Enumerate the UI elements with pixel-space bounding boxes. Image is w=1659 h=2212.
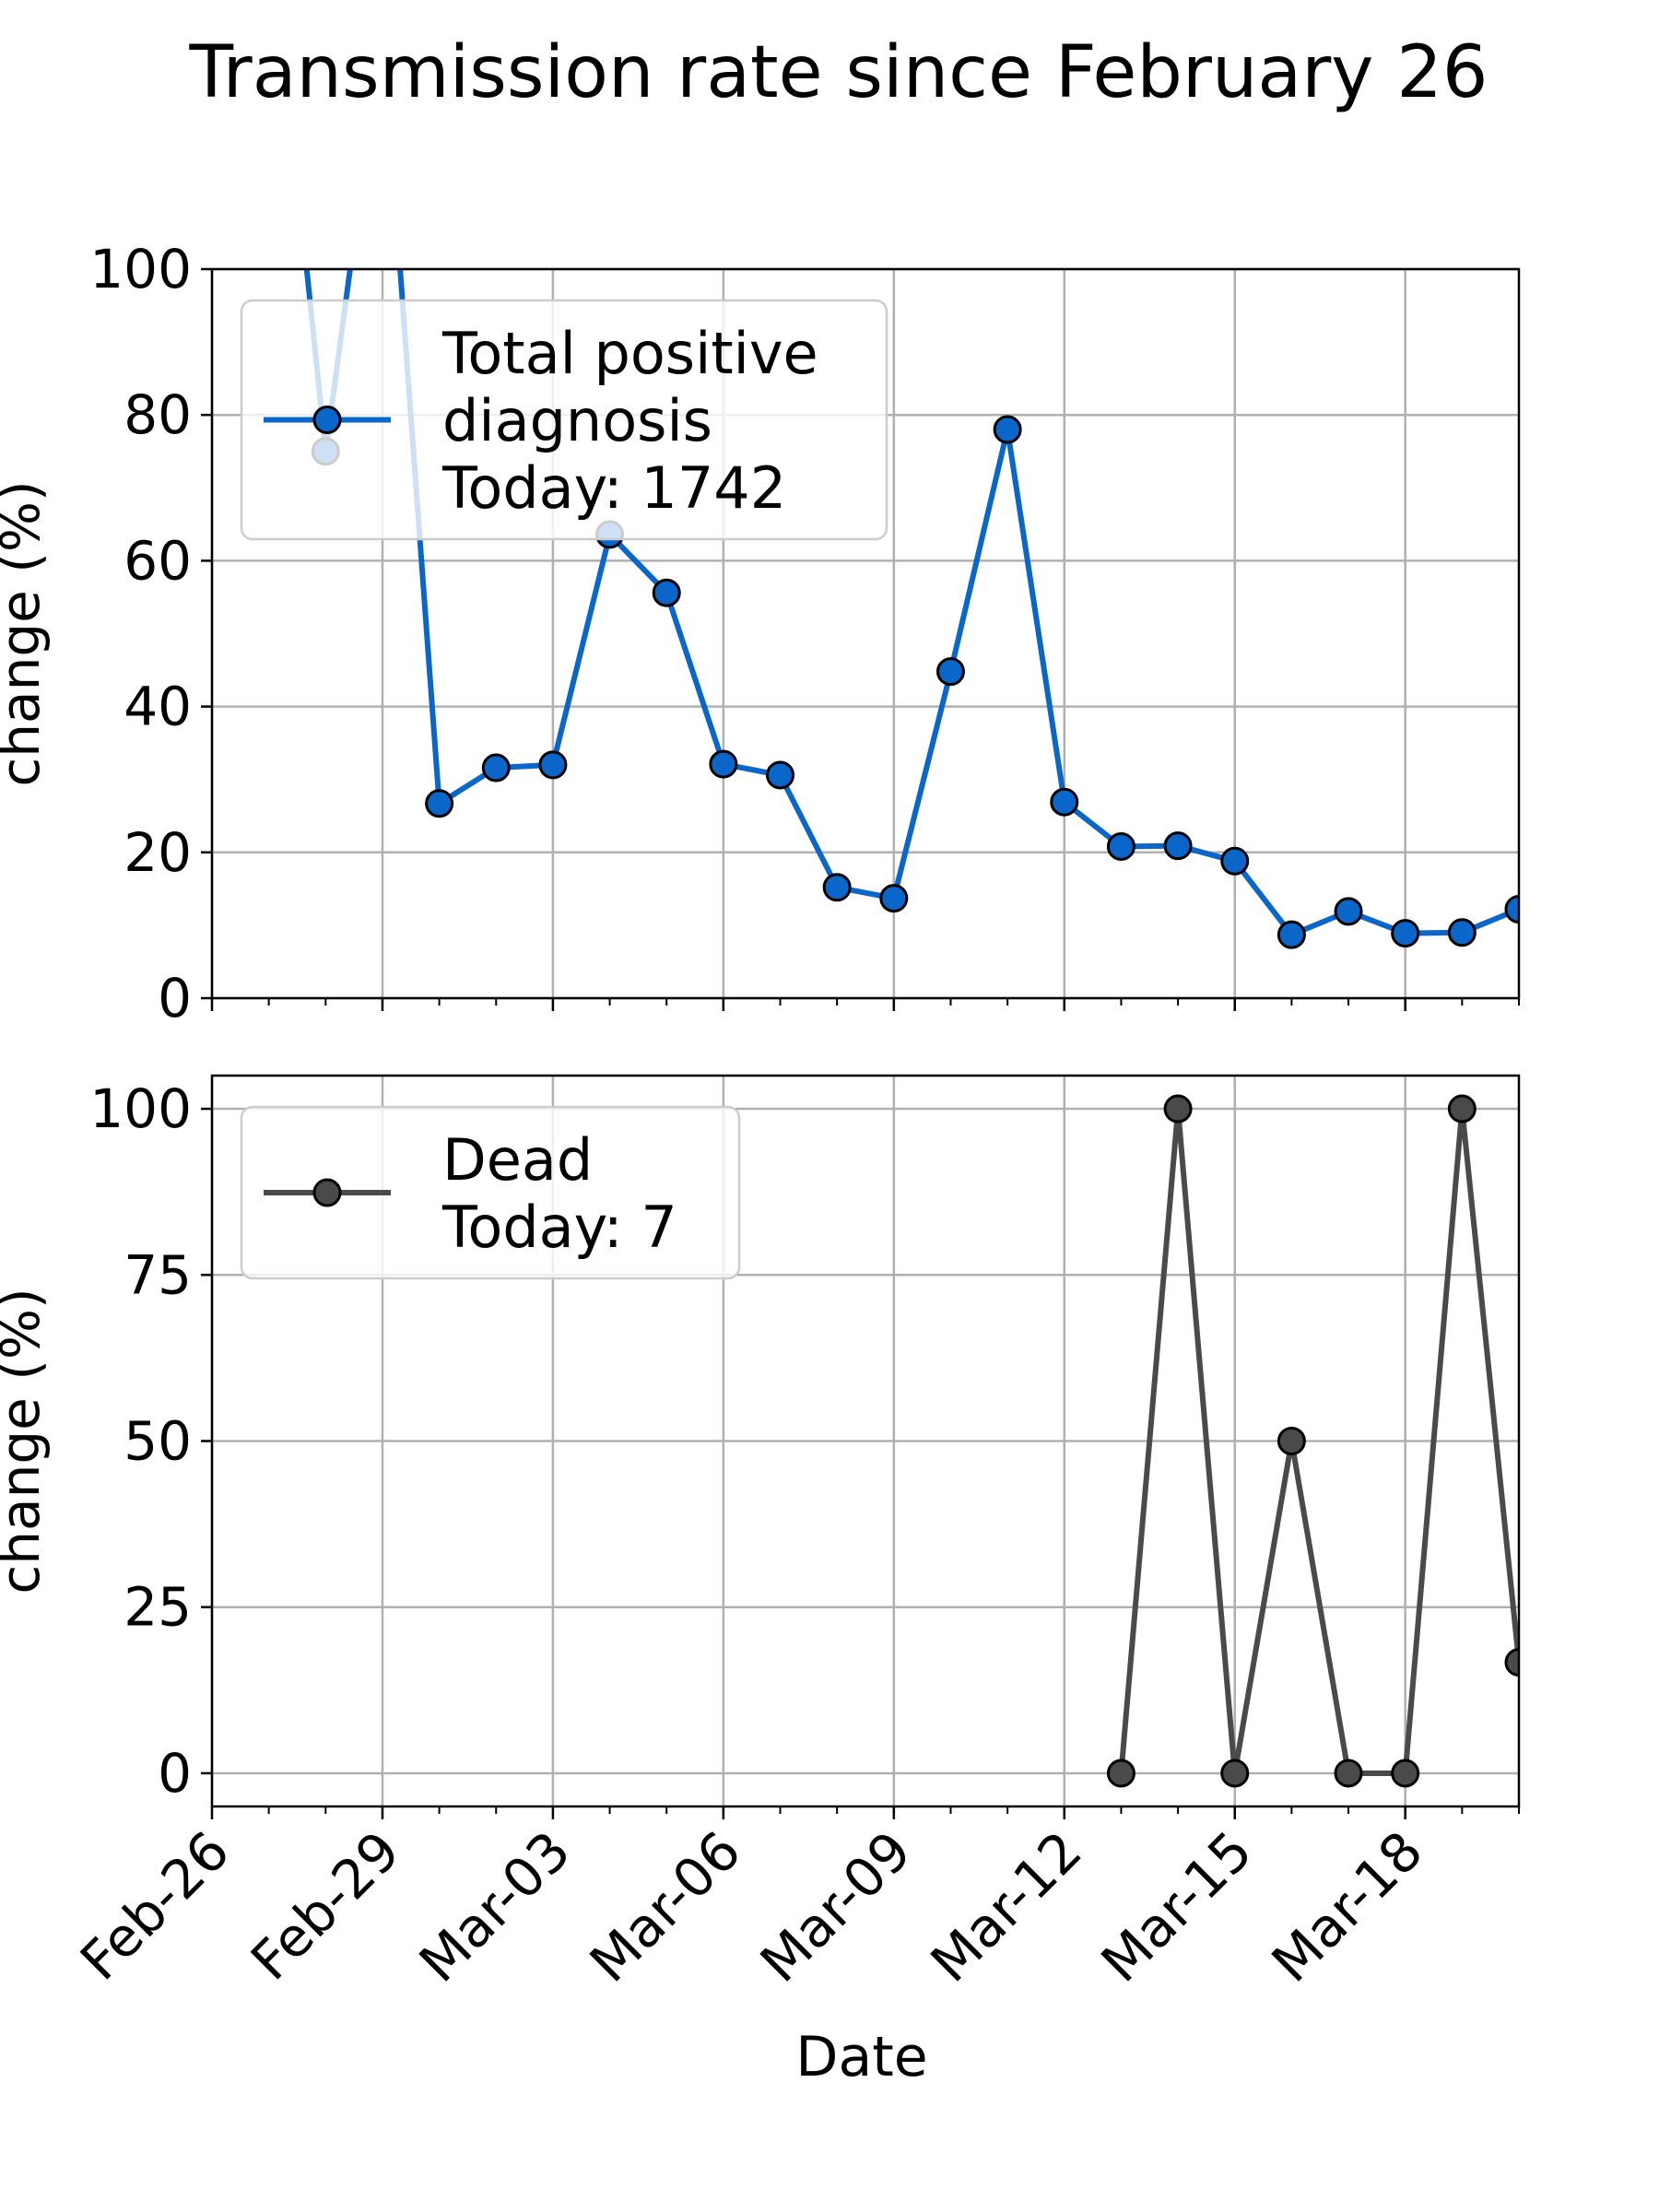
data-point	[1163, 831, 1193, 861]
data-point	[1277, 920, 1306, 949]
data-point	[993, 415, 1022, 444]
data-point	[1106, 1759, 1135, 1788]
legend-marker-sample	[312, 406, 342, 434]
data-point	[822, 873, 852, 902]
legend-label: Dead	[442, 1126, 593, 1194]
x-tick-label: Feb-29	[239, 1819, 412, 1993]
data-point	[1504, 1648, 1519, 1677]
legend-label: Total positive	[441, 320, 818, 387]
legend-marker-sample	[312, 1178, 342, 1207]
data-point	[1220, 1759, 1250, 1788]
x-tick-label: Mar-09	[748, 1819, 924, 1994]
data-point	[709, 749, 738, 779]
data-point	[766, 760, 795, 790]
data-point	[1391, 1759, 1420, 1788]
y-tick-label: 100	[89, 238, 192, 300]
data-point	[1504, 895, 1519, 924]
data-point	[1447, 1094, 1477, 1124]
x-tick-label: Mar-06	[578, 1819, 753, 1994]
legend-label: diagnosis	[442, 387, 712, 454]
y-tick-label: 40	[124, 676, 192, 738]
y-axis-label: change (%)	[0, 1288, 52, 1594]
data-point	[1050, 787, 1079, 817]
legend-label: Today: 1742	[441, 454, 786, 522]
y-tick-label: 20	[124, 821, 192, 884]
x-tick-label: Mar-12	[919, 1819, 1094, 1994]
data-point	[1220, 846, 1250, 876]
x-tick-label: Mar-15	[1089, 1819, 1265, 1994]
data-point	[935, 657, 965, 687]
x-tick-label: Feb-26	[68, 1819, 241, 1993]
y-tick-label: 100	[89, 1077, 192, 1140]
legend-label: Today: 7	[441, 1194, 677, 1261]
data-point	[1334, 1759, 1363, 1788]
legend-box	[240, 299, 888, 541]
y-tick-label: 0	[158, 967, 192, 1030]
x-tick-label: Mar-03	[407, 1819, 582, 1994]
x-axis-label: Date	[795, 2025, 927, 2089]
data-point	[538, 750, 568, 780]
figure-title: Transmission rate since February 26	[189, 31, 1488, 114]
plot-frame	[210, 267, 1521, 1000]
y-tick-label: 0	[158, 1742, 192, 1805]
data-point	[1277, 1427, 1306, 1455]
data-point	[1447, 918, 1477, 947]
y-tick-label: 80	[124, 383, 192, 446]
shared-x-axis: Feb-26Feb-29Mar-03Mar-06Mar-09Mar-12Mar-…	[68, 1819, 1434, 2089]
data-point	[425, 789, 454, 818]
legend-box	[240, 1105, 741, 1280]
series-group	[1106, 1094, 1519, 1788]
data-point	[879, 884, 909, 913]
y-axis-label: change (%)	[0, 480, 52, 786]
data-point	[1334, 897, 1363, 926]
y-tick-label: 50	[124, 1410, 192, 1473]
data-point	[1163, 1094, 1193, 1124]
plot-frame	[210, 1074, 1521, 1808]
x-tick-label: Mar-18	[1260, 1819, 1435, 1994]
data-point	[652, 578, 681, 607]
y-tick-label: 60	[124, 529, 192, 592]
data-point	[1106, 831, 1135, 861]
y-tick-label: 25	[124, 1576, 192, 1639]
data-point	[1391, 919, 1420, 948]
series-line	[1118, 1106, 1519, 1776]
data-point	[481, 753, 511, 782]
y-tick-label: 75	[124, 1243, 192, 1306]
top-panel-positive-diagnosis: 0 20 40 60 80 100 change (%) Total positivediag…	[0, 238, 1521, 1030]
